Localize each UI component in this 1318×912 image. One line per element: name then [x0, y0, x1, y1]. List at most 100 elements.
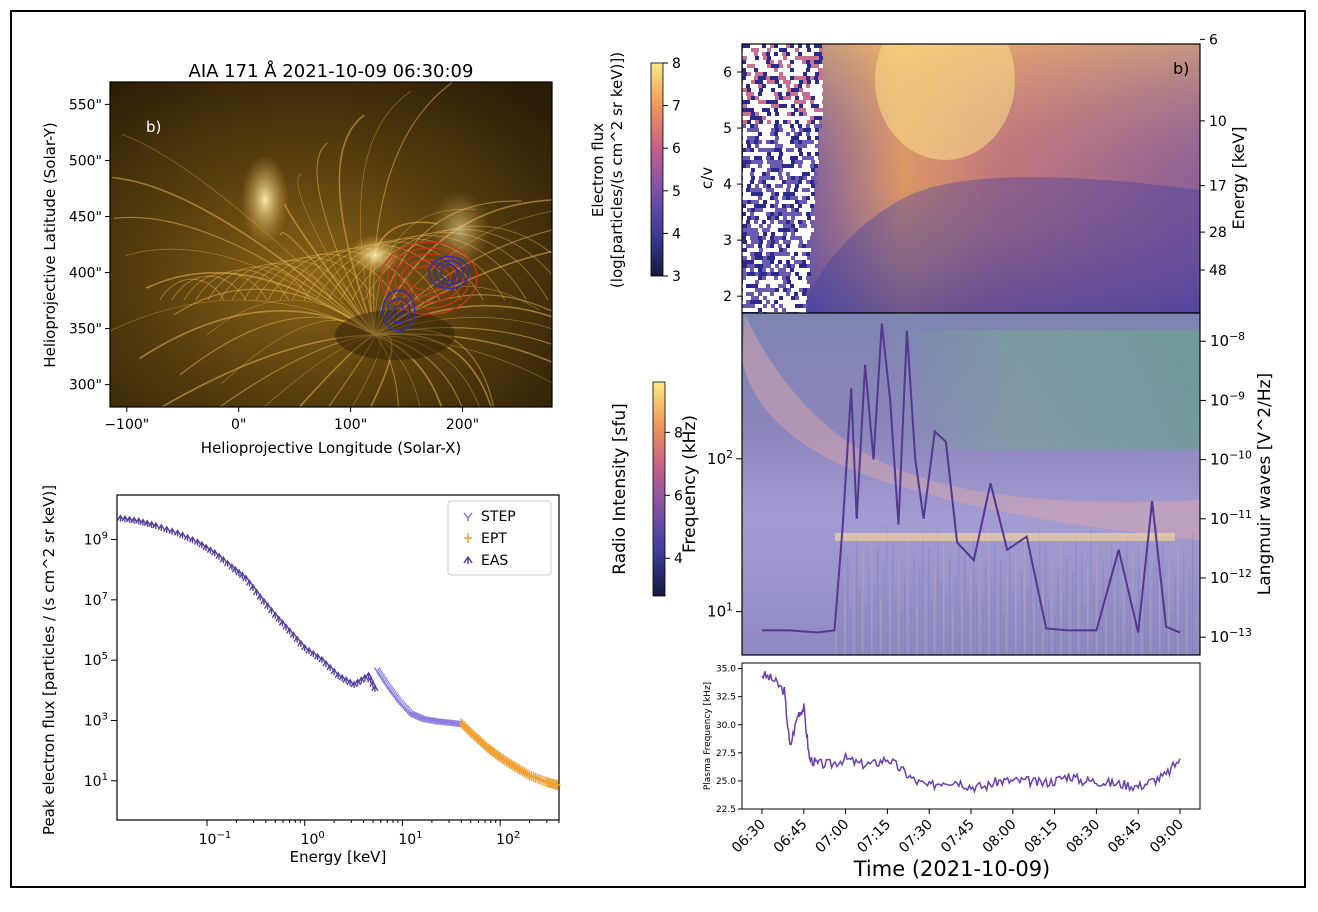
langmuir-tick-label: 10−9 — [1210, 389, 1245, 409]
spectrogram-pixel — [799, 128, 803, 132]
spectrogram-pixel — [770, 228, 774, 232]
spectrogram-pixel — [774, 164, 778, 168]
spectrogram-pixel — [802, 212, 806, 216]
spectrogram-pixel — [755, 184, 759, 188]
spectrogram-pixel — [750, 44, 754, 48]
spectrogram-pixel — [799, 200, 803, 204]
spectrogram-pixel — [795, 304, 799, 308]
eas-point — [157, 523, 165, 531]
spectrogram-pixel — [762, 164, 766, 168]
spectrogram-pixel — [755, 160, 759, 164]
spectrogram-pixel — [803, 144, 807, 148]
spectrogram-pixel — [791, 136, 795, 140]
spectrogram-pixel — [747, 112, 751, 116]
spectrogram-pixel — [759, 176, 763, 180]
spectrogram-pixel — [747, 232, 751, 236]
spectrogram-pixel — [754, 84, 758, 88]
spectrogram-pixel — [791, 272, 795, 276]
spectrogram-pixel — [774, 188, 778, 192]
spectrogram-pixel — [774, 180, 778, 184]
radio-stripe — [931, 601, 933, 655]
eas-point — [168, 527, 176, 535]
spectrogram-pixel — [747, 104, 751, 108]
spectrogram-pixel — [787, 152, 791, 156]
spectrogram-pixel — [754, 156, 758, 160]
spectrogram-pixel — [803, 64, 807, 68]
spectrogram-energy-tick-label: 6 — [1209, 32, 1218, 48]
spectrogram-pixel — [775, 192, 779, 196]
coronal-loop — [374, 334, 463, 407]
spectrogram-pixel — [798, 308, 802, 312]
spectrogram-pixel — [783, 224, 787, 228]
spectrogram-pixel — [778, 148, 782, 152]
spectrogram-pixel — [778, 172, 782, 176]
eas-point — [121, 514, 129, 523]
spectrogram-pixel — [763, 200, 767, 204]
spectrogram-pixel — [779, 280, 783, 284]
spectrogram-pixel — [767, 96, 771, 100]
spectrogram-pixel — [775, 216, 779, 220]
spectrogram-pixel — [782, 108, 786, 112]
radio-colorbar-tick-label: 4 — [674, 551, 683, 567]
spectrogram-pixel — [799, 288, 803, 292]
spectrogram-pixel — [814, 180, 818, 184]
spectrogram-pixel — [791, 176, 795, 180]
spectrogram-pixel — [743, 104, 747, 108]
spectrogram-pixel — [762, 284, 766, 288]
spectrogram-pixel — [774, 156, 778, 160]
spectrogram-pixel — [743, 296, 747, 300]
radio-stripe — [1045, 545, 1047, 655]
spectrogram-pixel — [802, 68, 806, 72]
time-tick-label: 07:15 — [854, 817, 894, 857]
radio-stripe — [853, 573, 855, 655]
spectrogram-pixel — [775, 136, 779, 140]
spectrogram-pixel — [790, 60, 794, 64]
radio-stripe — [1012, 592, 1014, 655]
spectrogram-pixel — [782, 188, 786, 192]
coronal-loop — [125, 248, 376, 336]
spectrogram-pixel — [807, 80, 811, 84]
spectrogram-pixel — [771, 184, 775, 188]
spectrogram-pixel — [779, 184, 783, 188]
spectrogram-pixel — [758, 244, 762, 248]
spectrogram-pixel — [751, 264, 755, 268]
spectrogram-pixel — [755, 112, 759, 116]
spectrogram-pixel — [814, 140, 818, 144]
spectrogram-pixel — [783, 272, 787, 276]
spectrogram-pixel — [783, 96, 787, 100]
spectrogram-pixel — [798, 156, 802, 160]
spectrogram-pixel — [794, 204, 798, 208]
spectrogram-pixel — [802, 52, 806, 56]
spectrogram-pixel — [783, 232, 787, 236]
spectrogram-pixel — [783, 48, 787, 52]
spectrogram-pixel — [771, 272, 775, 276]
spectrogram-pixel — [799, 240, 803, 244]
spectrogram-pixel — [742, 132, 746, 136]
spectrogram-pixel — [806, 180, 810, 184]
spectrogram-pixel — [795, 104, 799, 108]
spectrogram-pixel — [779, 72, 783, 76]
spectrogram-pixel — [754, 124, 758, 128]
spectrogram-pixel — [795, 240, 799, 244]
spectrogram-pixel — [762, 180, 766, 184]
spectrogram-pixel — [743, 216, 747, 220]
spectrogram-pixel — [802, 172, 806, 176]
spectrogram-pixel — [779, 168, 783, 172]
aia-ytick-label: 500" — [69, 153, 102, 169]
spectrogram-pixel — [787, 128, 791, 132]
spectrogram-pixel — [758, 300, 762, 304]
radio-stripe — [1183, 553, 1185, 655]
spectrogram-ytick-label: 6 — [723, 65, 732, 81]
spectrogram-pixel — [802, 268, 806, 272]
spectrogram-pixel — [795, 72, 799, 76]
spectrogram-pixel — [750, 260, 754, 264]
spectrogram-pixel — [819, 80, 823, 84]
spectrogram-pixel — [770, 100, 774, 104]
spectrogram-pixel — [810, 212, 814, 216]
spectrogram-pixel — [791, 192, 795, 196]
radio-stripe — [1009, 539, 1011, 655]
spectrogram-pixel — [802, 300, 806, 304]
radio-stripe — [1180, 590, 1182, 655]
radio-stripe — [1039, 529, 1041, 655]
spectrogram-pixel — [754, 220, 758, 224]
